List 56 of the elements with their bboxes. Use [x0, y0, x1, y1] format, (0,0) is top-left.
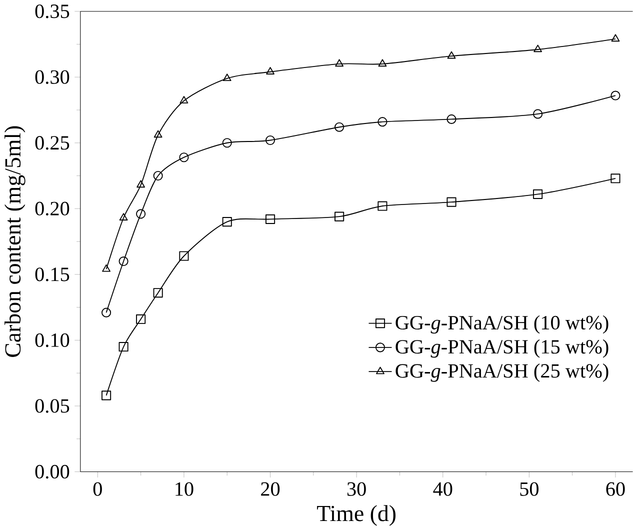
- x-tick-label: 30: [347, 482, 366, 496]
- y-tick-label: 0.10: [35, 333, 70, 347]
- point: [102, 390, 112, 400]
- point: [446, 197, 456, 207]
- point: [119, 212, 128, 220]
- point: [265, 135, 276, 145]
- point: [610, 90, 620, 100]
- point: [118, 256, 128, 266]
- x-tick-label: 20: [261, 482, 280, 496]
- y-tick-label: 0.35: [35, 4, 70, 18]
- legend-label: GG-g-PNaA/SH (25 wt%): [396, 363, 608, 382]
- point: [136, 180, 146, 188]
- point: [222, 138, 232, 148]
- x-tick-label: 40: [433, 482, 452, 496]
- point: [118, 342, 128, 352]
- point: [179, 251, 189, 261]
- x-tick-label: 50: [520, 482, 539, 496]
- point: [533, 189, 543, 199]
- point: [136, 314, 146, 324]
- point: [378, 116, 388, 126]
- point: [611, 34, 620, 42]
- point: [447, 51, 456, 59]
- legend-label: GG-g-PNaA/SH (10 wt%): [396, 315, 608, 334]
- y-axis-title: Carbon content (mg/5ml): [4, 126, 26, 357]
- point: [154, 130, 162, 138]
- x-tick-label: 60: [606, 482, 625, 496]
- point: [179, 152, 189, 162]
- point: [136, 208, 146, 219]
- point: [222, 216, 232, 226]
- point: [378, 59, 387, 66]
- point: [102, 264, 110, 272]
- point: [378, 201, 388, 211]
- y-tick-label: 0.25: [35, 136, 70, 150]
- point: [265, 214, 276, 224]
- x-axis-title: Time (d): [317, 504, 396, 526]
- point: [180, 96, 188, 104]
- point: [533, 108, 543, 119]
- point: [335, 59, 344, 66]
- y-tick-label: 0.15: [35, 267, 70, 282]
- y-tick-label: 0.00: [35, 464, 70, 478]
- x-tick-label: 10: [176, 482, 194, 496]
- point: [334, 122, 344, 132]
- y-tick-label: 0.20: [35, 202, 70, 216]
- point: [102, 308, 112, 318]
- point: [266, 66, 274, 74]
- point: [534, 44, 542, 52]
- y-tick-label: 0.05: [35, 398, 70, 413]
- point: [153, 170, 163, 180]
- point: [446, 114, 456, 124]
- legend-label: GG-g-PNaA/SH (15 wt%): [396, 339, 608, 358]
- point: [222, 73, 232, 81]
- point: [610, 173, 620, 184]
- y-tick-label: 0.30: [35, 70, 70, 84]
- point: [334, 212, 344, 222]
- point: [153, 288, 163, 298]
- x-tick-label: 0: [93, 482, 102, 496]
